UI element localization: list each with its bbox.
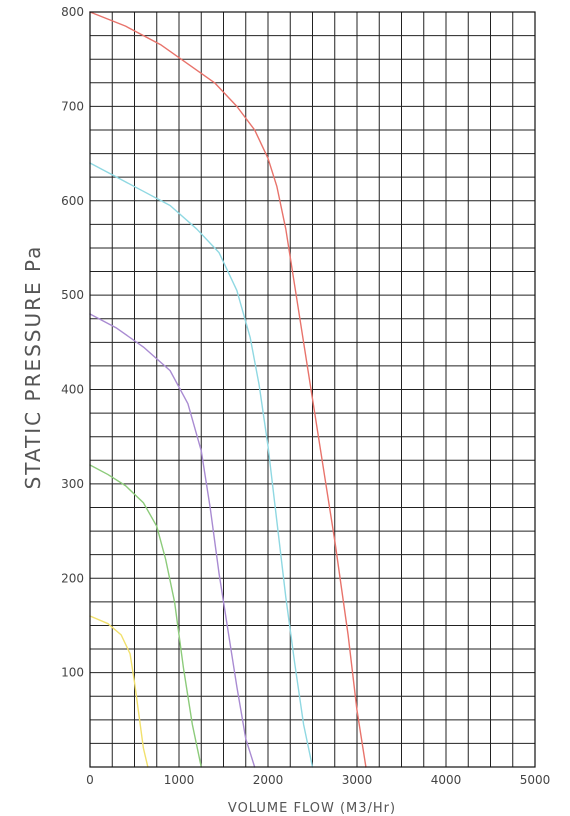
y-tick-label: 300 bbox=[61, 477, 84, 491]
series-line-3 bbox=[89, 313, 256, 768]
series-line-5 bbox=[89, 615, 149, 768]
series-line-4 bbox=[89, 464, 202, 768]
y-tick-label: 700 bbox=[61, 99, 84, 113]
y-tick-label: 600 bbox=[61, 194, 84, 208]
y-tick-label: 400 bbox=[61, 383, 84, 397]
x-tick-label: 4000 bbox=[431, 773, 462, 787]
y-axis-title: STATIC PRESSURE Pa bbox=[21, 245, 45, 490]
x-tick-label: 2000 bbox=[253, 773, 284, 787]
x-tick-label: 1000 bbox=[164, 773, 195, 787]
y-tick-label: 800 bbox=[61, 5, 84, 19]
x-tick-label: 0 bbox=[86, 773, 94, 787]
series-line-2 bbox=[89, 162, 314, 768]
y-tick-labels: 100 200 300 400 500 600 700 800 bbox=[61, 5, 84, 680]
y-tick-label: 100 bbox=[61, 666, 84, 680]
y-tick-label: 200 bbox=[61, 571, 84, 585]
y-tick-label: 500 bbox=[61, 288, 84, 302]
grid bbox=[90, 11, 535, 767]
x-axis-title: VOLUME FLOW (M3/Hr) bbox=[228, 801, 396, 816]
series-line-1 bbox=[89, 11, 367, 768]
x-tick-label: 5000 bbox=[520, 773, 551, 787]
curves bbox=[89, 11, 367, 768]
plot-frame bbox=[89, 11, 536, 768]
x-tick-label: 3000 bbox=[342, 773, 373, 787]
x-tick-labels: 0 1000 2000 3000 4000 5000 bbox=[86, 773, 550, 787]
